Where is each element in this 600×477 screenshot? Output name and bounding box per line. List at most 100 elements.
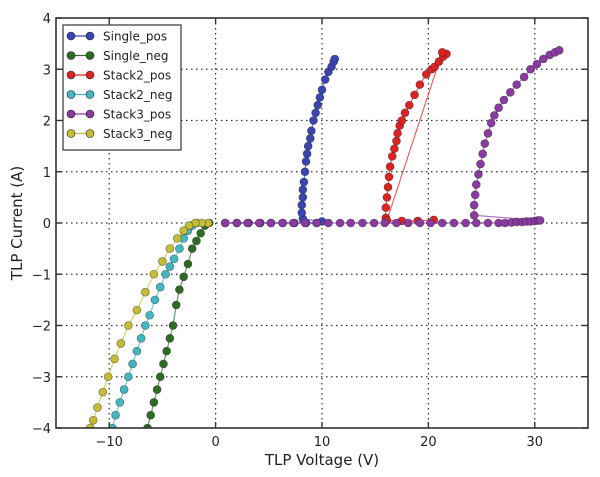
legend-marker — [85, 31, 95, 41]
data-point-single-pos — [302, 149, 312, 159]
data-point-single-pos — [307, 126, 316, 136]
data-point-single-pos — [300, 167, 310, 177]
data-point-stack2-neg — [141, 321, 150, 330]
data-point-stack3-neg — [85, 423, 95, 428]
data-point-stack2-neg — [165, 262, 175, 271]
legend-marker — [85, 90, 95, 99]
data-point-stack2-neg — [169, 254, 179, 264]
data-point-stack3-pos — [469, 200, 479, 210]
data-point-stack3-pos — [483, 129, 493, 138]
data-point-single-pos — [297, 208, 307, 218]
data-point-stack3-pos — [220, 218, 230, 228]
y-tick-label: 2 — [43, 115, 51, 130]
data-point-stack3-pos — [476, 159, 485, 169]
data-point-single-pos — [299, 177, 309, 187]
data-point-stack3-pos — [474, 170, 483, 179]
data-point-stack3-pos — [449, 218, 459, 228]
data-point-stack3-pos — [469, 211, 479, 220]
data-point-stack3-pos — [471, 218, 481, 228]
legend-marker — [85, 70, 95, 80]
data-point-stack3-pos — [324, 218, 333, 228]
data-point-stack2-neg — [115, 398, 125, 407]
data-point-stack3-pos — [532, 59, 542, 69]
legend-entry-stack2-pos: Stack2_pos — [66, 69, 171, 83]
data-point-stack3-neg — [98, 387, 108, 397]
x-tick-label: 10 — [314, 435, 331, 450]
legend-label: Single_pos — [103, 30, 167, 44]
data-point-stack2-neg — [155, 282, 165, 292]
data-point-stack2-neg — [150, 295, 160, 305]
legend-label: Stack3_neg — [103, 127, 172, 141]
data-point-stack2-pos — [390, 144, 399, 153]
legend: Single_pos Single_neg Stack2_pos Stack2_neg… — [62, 24, 182, 151]
data-point-stack3-pos — [506, 88, 515, 97]
data-point-single-neg — [159, 359, 168, 369]
series-line-single-pos — [225, 58, 336, 224]
data-point-stack3-pos — [535, 216, 545, 225]
data-point-single-neg — [187, 244, 197, 253]
y-tick-label: 3 — [43, 63, 51, 78]
y-tick-label: 0 — [43, 217, 51, 232]
data-point-single-pos — [330, 54, 340, 64]
data-point-single-pos — [313, 100, 323, 110]
data-point-single-neg — [149, 398, 159, 407]
data-point-stack3-pos — [494, 103, 503, 112]
legend-marker — [66, 90, 76, 99]
data-point-stack3-pos — [243, 218, 252, 228]
legend-entry-single-neg: Single_neg — [66, 49, 169, 63]
data-point-stack3-neg — [110, 354, 119, 364]
data-point-stack3-pos — [312, 218, 321, 228]
data-point-stack2-pos — [382, 193, 392, 202]
data-point-stack3-pos — [254, 218, 264, 228]
data-point-single-neg — [179, 272, 188, 282]
data-point-stack3-neg — [149, 269, 159, 279]
data-point-stack3-pos — [415, 218, 425, 228]
data-point-stack3-pos — [480, 139, 490, 148]
data-point-stack3-pos — [369, 218, 379, 228]
data-point-stack2-neg — [132, 346, 142, 356]
x-tick-label: 30 — [527, 435, 544, 450]
legend-entry-stack3-pos: Stack3_pos — [66, 108, 171, 122]
data-point-single-pos — [315, 93, 325, 102]
data-point-stack3-pos — [512, 80, 522, 89]
legend-box — [62, 24, 182, 151]
x-tick-label: 20 — [420, 435, 437, 450]
series-stack3-pos — [220, 45, 564, 228]
legend-marker — [85, 109, 95, 119]
data-point-stack3-neg — [103, 372, 113, 382]
data-point-stack3-pos — [426, 218, 435, 228]
data-point-stack2-pos — [392, 136, 401, 146]
data-point-stack3-pos — [486, 118, 496, 128]
y-tick-label: −4 — [32, 422, 51, 437]
data-point-stack2-pos — [421, 70, 431, 79]
x-axis-label: TLP Voltage (V) — [264, 451, 379, 469]
legend-marker — [85, 129, 95, 138]
data-point-stack3-neg — [172, 234, 182, 243]
series-stack2-pos — [381, 48, 451, 226]
data-point-single-pos — [298, 193, 308, 202]
data-point-stack2-pos — [383, 182, 393, 192]
legend-label: Stack2_pos — [103, 69, 171, 83]
data-point-stack2-pos — [437, 48, 447, 57]
data-point-stack2-pos — [410, 90, 419, 100]
data-point-stack2-pos — [384, 172, 394, 182]
legend-marker — [66, 51, 76, 60]
data-point-single-neg — [146, 410, 155, 420]
data-point-stack3-pos — [288, 218, 298, 228]
data-point-stack3-neg — [88, 416, 98, 425]
legend-marker — [66, 31, 76, 41]
data-point-stack3-pos — [392, 218, 401, 228]
data-point-stack2-pos — [387, 152, 397, 161]
x-tick-label: −10 — [95, 435, 122, 450]
data-point-stack2-pos — [415, 80, 425, 89]
data-point-stack3-pos — [278, 218, 287, 228]
legend-marker — [85, 51, 95, 60]
data-point-stack3-neg — [124, 321, 133, 330]
data-point-single-neg — [152, 385, 162, 394]
data-point-single-neg — [143, 423, 152, 428]
series-line-stack3-pos — [225, 49, 560, 224]
y-tick-label: 1 — [43, 166, 51, 181]
data-point-stack3-pos — [380, 218, 390, 228]
data-point-stack3-neg — [184, 221, 194, 230]
